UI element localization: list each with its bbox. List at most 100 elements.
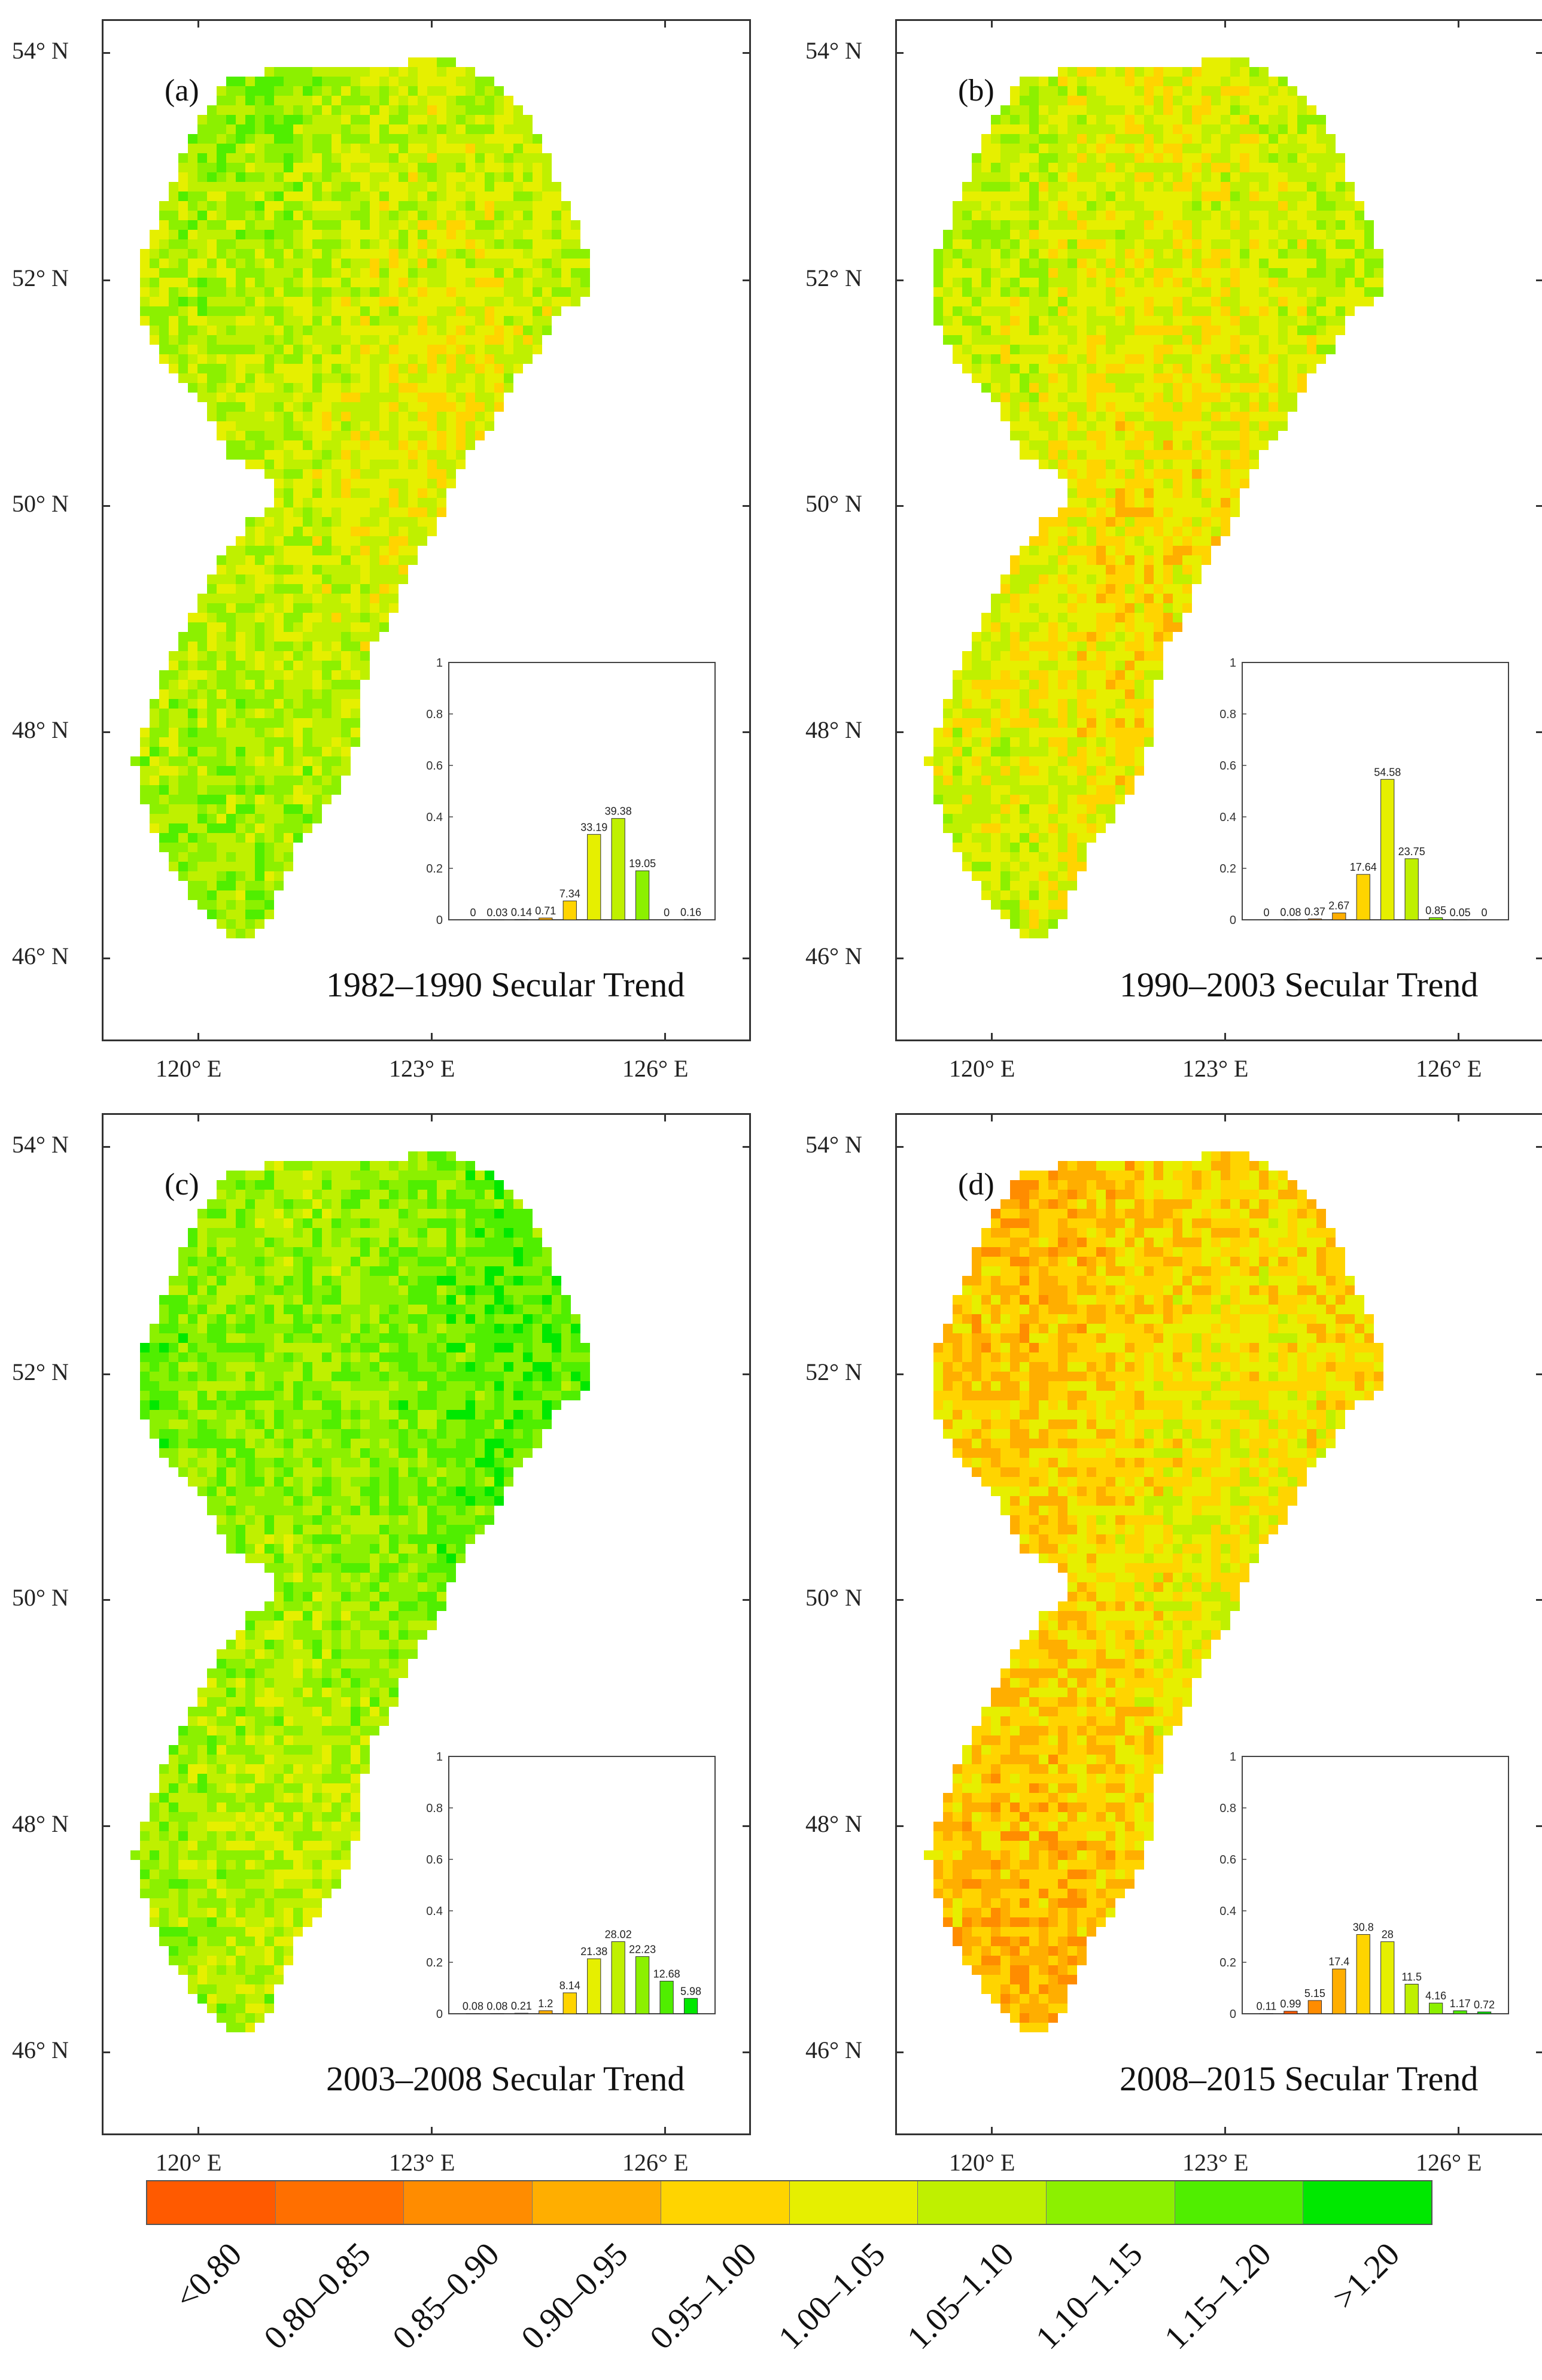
lat-tick-mark xyxy=(743,1146,751,1148)
lat-tick-mark xyxy=(743,731,751,733)
lon-tick-mark xyxy=(991,19,993,28)
histogram-bar-label: 0 xyxy=(664,907,670,919)
histogram-bar-label: 5.15 xyxy=(1304,1987,1325,1999)
lat-tick-mark xyxy=(743,958,751,959)
panel-letter: (d) xyxy=(958,1168,994,1202)
lon-tick-mark xyxy=(664,1113,666,1121)
lon-tick-mark xyxy=(431,19,433,28)
lon-tick-mark xyxy=(664,1033,666,1041)
legend-color-cell xyxy=(1175,2181,1304,2224)
lat-tick-label: 50° N xyxy=(805,1584,862,1611)
histogram-bar xyxy=(1380,779,1395,920)
histogram-bar xyxy=(635,870,650,920)
lat-tick-mark xyxy=(743,1825,751,1827)
lat-tick-mark xyxy=(895,279,904,281)
lon-tick-mark xyxy=(1458,1113,1459,1121)
histogram-y-tick-label: 0 xyxy=(1230,2008,1236,2021)
histogram-bar xyxy=(562,900,577,920)
lon-tick-label: 126° E xyxy=(1416,2149,1482,2176)
lon-tick-label: 120° E xyxy=(949,1055,1015,1082)
histogram-bar-label: 19.05 xyxy=(629,858,656,870)
histogram-bar-label: 54.58 xyxy=(1374,766,1401,778)
lon-tick-mark xyxy=(431,2127,433,2135)
legend-color-cell xyxy=(275,2181,404,2224)
histogram-frame xyxy=(448,1756,716,2014)
lat-tick-mark xyxy=(1536,1825,1542,1827)
panel-caption: 1982–1990 Secular Trend xyxy=(326,965,685,1004)
lat-tick-mark xyxy=(895,958,904,959)
lat-tick-mark xyxy=(1536,958,1542,959)
histogram-y-tick-label: 0.6 xyxy=(426,759,443,773)
lat-tick-mark xyxy=(1536,1146,1542,1148)
legend-color-cell xyxy=(661,2181,790,2224)
legend-label: 0.80–0.85 xyxy=(256,2235,378,2357)
histogram-bar-label: 0.11 xyxy=(1257,2001,1277,2013)
lat-tick-mark xyxy=(102,505,110,507)
legend-label: 0.90–0.95 xyxy=(513,2235,635,2357)
histogram-bar xyxy=(539,2010,553,2014)
histogram-y-tick-label: 1 xyxy=(1230,656,1236,670)
histogram-y-tick-label: 0.4 xyxy=(1219,1905,1236,1918)
histogram-bar-label: 11.5 xyxy=(1401,1971,1422,1983)
lat-tick-mark xyxy=(102,731,110,733)
histogram-y-tick-label: 0.8 xyxy=(426,708,443,721)
lat-tick-label: 52° N xyxy=(12,1358,69,1385)
histogram-bar-label: 7.34 xyxy=(559,887,580,899)
legend-color-cell xyxy=(789,2181,918,2224)
histogram-bar xyxy=(1453,2010,1467,2014)
histogram-bar-label: 0.08 xyxy=(463,2001,483,2013)
panel-letter: (a) xyxy=(165,74,199,108)
histogram-bar xyxy=(539,917,553,920)
histogram-bar-label: 17.4 xyxy=(1328,1956,1349,1968)
histogram-y-tick-label: 0.6 xyxy=(426,1853,443,1867)
legend-color-cell xyxy=(147,2181,276,2224)
histogram-bar-label: 4.16 xyxy=(1425,1990,1446,2002)
legend-color-cell xyxy=(404,2181,533,2224)
histogram-y-tick-label: 0.6 xyxy=(1219,1853,1236,1867)
lat-tick-label: 54° N xyxy=(805,1131,862,1158)
histogram-y-tick-label: 0 xyxy=(436,2008,443,2021)
panel-letter: (c) xyxy=(165,1168,199,1202)
lat-tick-label: 54° N xyxy=(12,1131,69,1158)
lat-tick-label: 48° N xyxy=(805,716,862,743)
histogram-y-tick-label: 0.4 xyxy=(1219,811,1236,824)
lat-tick-mark xyxy=(743,52,751,54)
lat-tick-mark xyxy=(1536,2051,1542,2053)
lon-tick-label: 120° E xyxy=(156,2149,222,2176)
lat-tick-mark xyxy=(102,1599,110,1601)
legend-label: 1.00–1.05 xyxy=(771,2235,893,2357)
lon-tick-mark xyxy=(664,19,666,28)
lat-tick-label: 48° N xyxy=(805,1810,862,1837)
panel-caption: 1990–2003 Secular Trend xyxy=(1120,965,1479,1004)
histogram-bar xyxy=(562,1992,577,2014)
lat-tick-mark xyxy=(895,1373,904,1375)
histogram-y-tick-label: 1 xyxy=(1230,1750,1236,1764)
histogram-bar-label: 0 xyxy=(1263,907,1269,919)
histogram-inset: 1 0.8 0.6 0.4 0.2 0 0 0.08 0.37 2.67 17.64 54.58 23.… xyxy=(1219,656,1509,927)
histogram-bar xyxy=(1429,917,1443,920)
histogram-bar xyxy=(1477,2011,1492,2014)
lon-tick-mark xyxy=(1224,1033,1226,1041)
lat-tick-mark xyxy=(895,1825,904,1827)
legend-label: 0.95–1.00 xyxy=(642,2235,764,2357)
histogram-bar-label: 30.8 xyxy=(1353,1922,1374,1934)
histogram-bar xyxy=(611,1941,625,2014)
histogram-y-tick-label: 0.4 xyxy=(426,811,443,824)
histogram-bar-label: 22.23 xyxy=(629,1943,656,1955)
histogram-bar xyxy=(635,1956,650,2014)
histogram-bar-label: 33.19 xyxy=(580,821,607,833)
lon-tick-mark xyxy=(431,1113,433,1121)
histogram-bar-label: 0.71 xyxy=(535,905,556,917)
trend-pixel-map xyxy=(130,57,590,938)
histogram-bar-label: 12.68 xyxy=(653,1968,680,1980)
histogram-bar xyxy=(1307,918,1322,920)
histogram-bar-label: 1.2 xyxy=(538,1998,553,2010)
lat-tick-label: 52° N xyxy=(805,1358,862,1385)
lon-tick-label: 123° E xyxy=(389,2149,455,2176)
histogram-bar xyxy=(587,834,601,920)
histogram-bar xyxy=(611,818,625,920)
lon-tick-mark xyxy=(197,1033,199,1041)
histogram-y-tick-label: 1 xyxy=(436,1750,443,1764)
lat-tick-mark xyxy=(895,1146,904,1148)
lon-tick-mark xyxy=(1458,19,1459,28)
